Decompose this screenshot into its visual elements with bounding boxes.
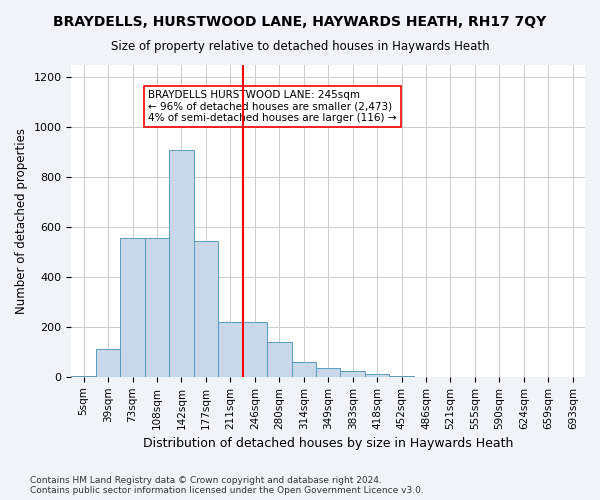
Bar bbox=[121, 238, 145, 377]
Y-axis label: Number of detached properties: Number of detached properties bbox=[15, 128, 28, 314]
Bar bbox=[218, 322, 242, 377]
Bar bbox=[169, 150, 194, 377]
Bar bbox=[96, 350, 121, 377]
Bar bbox=[242, 322, 267, 377]
Bar bbox=[194, 241, 218, 377]
Bar bbox=[340, 370, 365, 377]
Bar bbox=[145, 238, 169, 377]
X-axis label: Distribution of detached houses by size in Haywards Heath: Distribution of detached houses by size … bbox=[143, 437, 514, 450]
Text: Size of property relative to detached houses in Haywards Heath: Size of property relative to detached ho… bbox=[110, 40, 490, 53]
Bar bbox=[316, 368, 340, 377]
Bar bbox=[365, 374, 389, 377]
Text: BRAYDELLS, HURSTWOOD LANE, HAYWARDS HEATH, RH17 7QY: BRAYDELLS, HURSTWOOD LANE, HAYWARDS HEAT… bbox=[53, 15, 547, 29]
Bar bbox=[267, 342, 292, 377]
Text: Contains HM Land Registry data © Crown copyright and database right 2024.
Contai: Contains HM Land Registry data © Crown c… bbox=[30, 476, 424, 495]
Text: BRAYDELLS HURSTWOOD LANE: 245sqm
← 96% of detached houses are smaller (2,473)
4%: BRAYDELLS HURSTWOOD LANE: 245sqm ← 96% o… bbox=[148, 90, 397, 123]
Bar bbox=[292, 362, 316, 377]
Bar bbox=[71, 376, 96, 377]
